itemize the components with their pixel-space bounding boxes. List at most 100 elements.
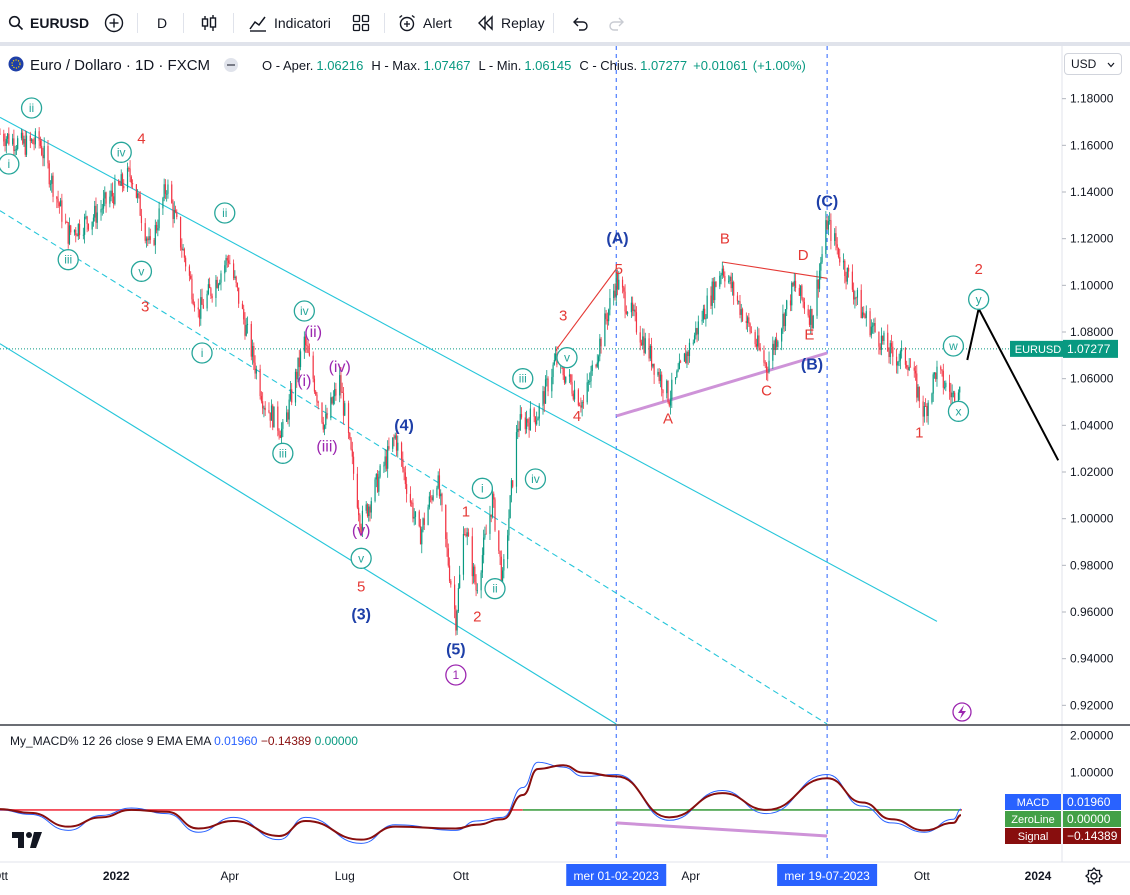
open-label: O - Aper. xyxy=(262,57,314,73)
candle-body xyxy=(801,285,803,299)
candle-body xyxy=(957,392,960,405)
trend-line xyxy=(615,351,828,418)
macd-badge-label: ZeroLine xyxy=(1011,814,1054,826)
candle-body xyxy=(8,133,10,145)
candle-body xyxy=(394,435,396,439)
candle-body xyxy=(456,611,458,631)
close-label: C - Chius. xyxy=(579,57,638,73)
interval-button[interactable]: D xyxy=(157,0,167,46)
candle-body xyxy=(30,139,33,141)
candle-body xyxy=(375,473,377,480)
candle-body xyxy=(148,236,150,241)
candle-body xyxy=(710,295,712,306)
candle-body xyxy=(923,405,925,417)
candle-body xyxy=(740,309,742,315)
compare-button[interactable] xyxy=(104,0,124,46)
candle-body xyxy=(42,154,44,159)
candle-body xyxy=(951,392,953,398)
alert-button[interactable]: Alert xyxy=(397,0,452,46)
candle-body xyxy=(365,504,367,511)
candle-body xyxy=(445,504,447,540)
candle-body xyxy=(941,369,943,371)
candle-body xyxy=(287,412,289,420)
candle-body xyxy=(705,318,707,320)
candle-body xyxy=(494,499,496,531)
interval-label: D xyxy=(157,15,168,31)
candle-body xyxy=(145,238,148,241)
candle-body xyxy=(475,582,477,591)
candle-body xyxy=(279,435,281,438)
candle-body xyxy=(879,346,881,350)
candle-body xyxy=(580,405,582,408)
wave-label: (C) xyxy=(816,193,838,210)
candle-body xyxy=(661,374,663,390)
candle-body xyxy=(51,175,53,184)
settings-button[interactable] xyxy=(1084,866,1106,888)
candle-body xyxy=(855,297,857,299)
candle-body xyxy=(393,437,395,439)
undo-button[interactable] xyxy=(571,0,589,46)
candle-body xyxy=(366,504,369,517)
candle-body xyxy=(704,308,706,320)
change-value: +0.01061 xyxy=(693,57,748,73)
candle-body xyxy=(472,566,475,577)
candle-body xyxy=(493,493,495,500)
symbol-search[interactable]: EURUSD xyxy=(8,0,89,46)
candle-body xyxy=(341,391,343,393)
chart-type-button[interactable] xyxy=(199,0,219,46)
candle-body xyxy=(512,480,514,487)
currency-selector[interactable]: USD xyxy=(1064,53,1122,75)
candle-body xyxy=(455,609,457,631)
candle-body xyxy=(376,473,379,492)
candle-body xyxy=(555,353,557,361)
redo-button[interactable] xyxy=(608,0,626,46)
replay-button[interactable]: Replay xyxy=(477,0,545,46)
time-tick-label: Ott xyxy=(453,869,470,883)
candle-body xyxy=(942,370,944,388)
candle-body xyxy=(624,291,626,312)
candle-body xyxy=(158,208,160,229)
candle-body xyxy=(331,397,333,404)
candle-body xyxy=(686,351,688,364)
low-value: 1.06145 xyxy=(524,57,572,73)
wave-label: C xyxy=(761,382,772,399)
candle-body xyxy=(669,399,672,406)
candle-body xyxy=(650,345,653,367)
candle-body xyxy=(358,507,360,516)
candle-body xyxy=(591,364,593,372)
candle-body xyxy=(808,315,811,325)
candle-body xyxy=(635,312,638,333)
candle-body xyxy=(544,379,547,404)
candle-body xyxy=(515,432,518,487)
candle-body xyxy=(606,319,608,322)
candle-body xyxy=(507,535,509,560)
wave-label: 2 xyxy=(473,609,481,626)
candle-body xyxy=(323,425,326,430)
toolbar-divider xyxy=(384,13,385,33)
candle-body xyxy=(745,320,747,323)
candle-body xyxy=(0,133,1,135)
candle-body xyxy=(518,428,520,431)
candle-body xyxy=(128,168,130,169)
indicators-button[interactable]: Indicatori xyxy=(248,0,331,46)
gear-icon xyxy=(1084,866,1104,890)
candle-body xyxy=(5,138,7,146)
candle-body xyxy=(662,389,664,394)
layouts-button[interactable] xyxy=(352,0,370,46)
candle-body xyxy=(568,374,571,377)
channel-line xyxy=(0,116,938,622)
wave-label: iii xyxy=(64,253,72,267)
candle-body xyxy=(802,298,804,302)
candle-body xyxy=(954,392,956,405)
candle-body xyxy=(621,279,624,288)
candle-body xyxy=(715,281,717,287)
candle-body xyxy=(517,428,519,433)
candle-body xyxy=(901,347,903,352)
candle-body xyxy=(844,260,846,277)
wave-label-circle xyxy=(110,141,132,163)
candle-body xyxy=(450,580,452,585)
candle-body xyxy=(600,338,602,347)
collapse-legend-icon[interactable] xyxy=(224,58,239,72)
candle-body xyxy=(308,352,310,356)
